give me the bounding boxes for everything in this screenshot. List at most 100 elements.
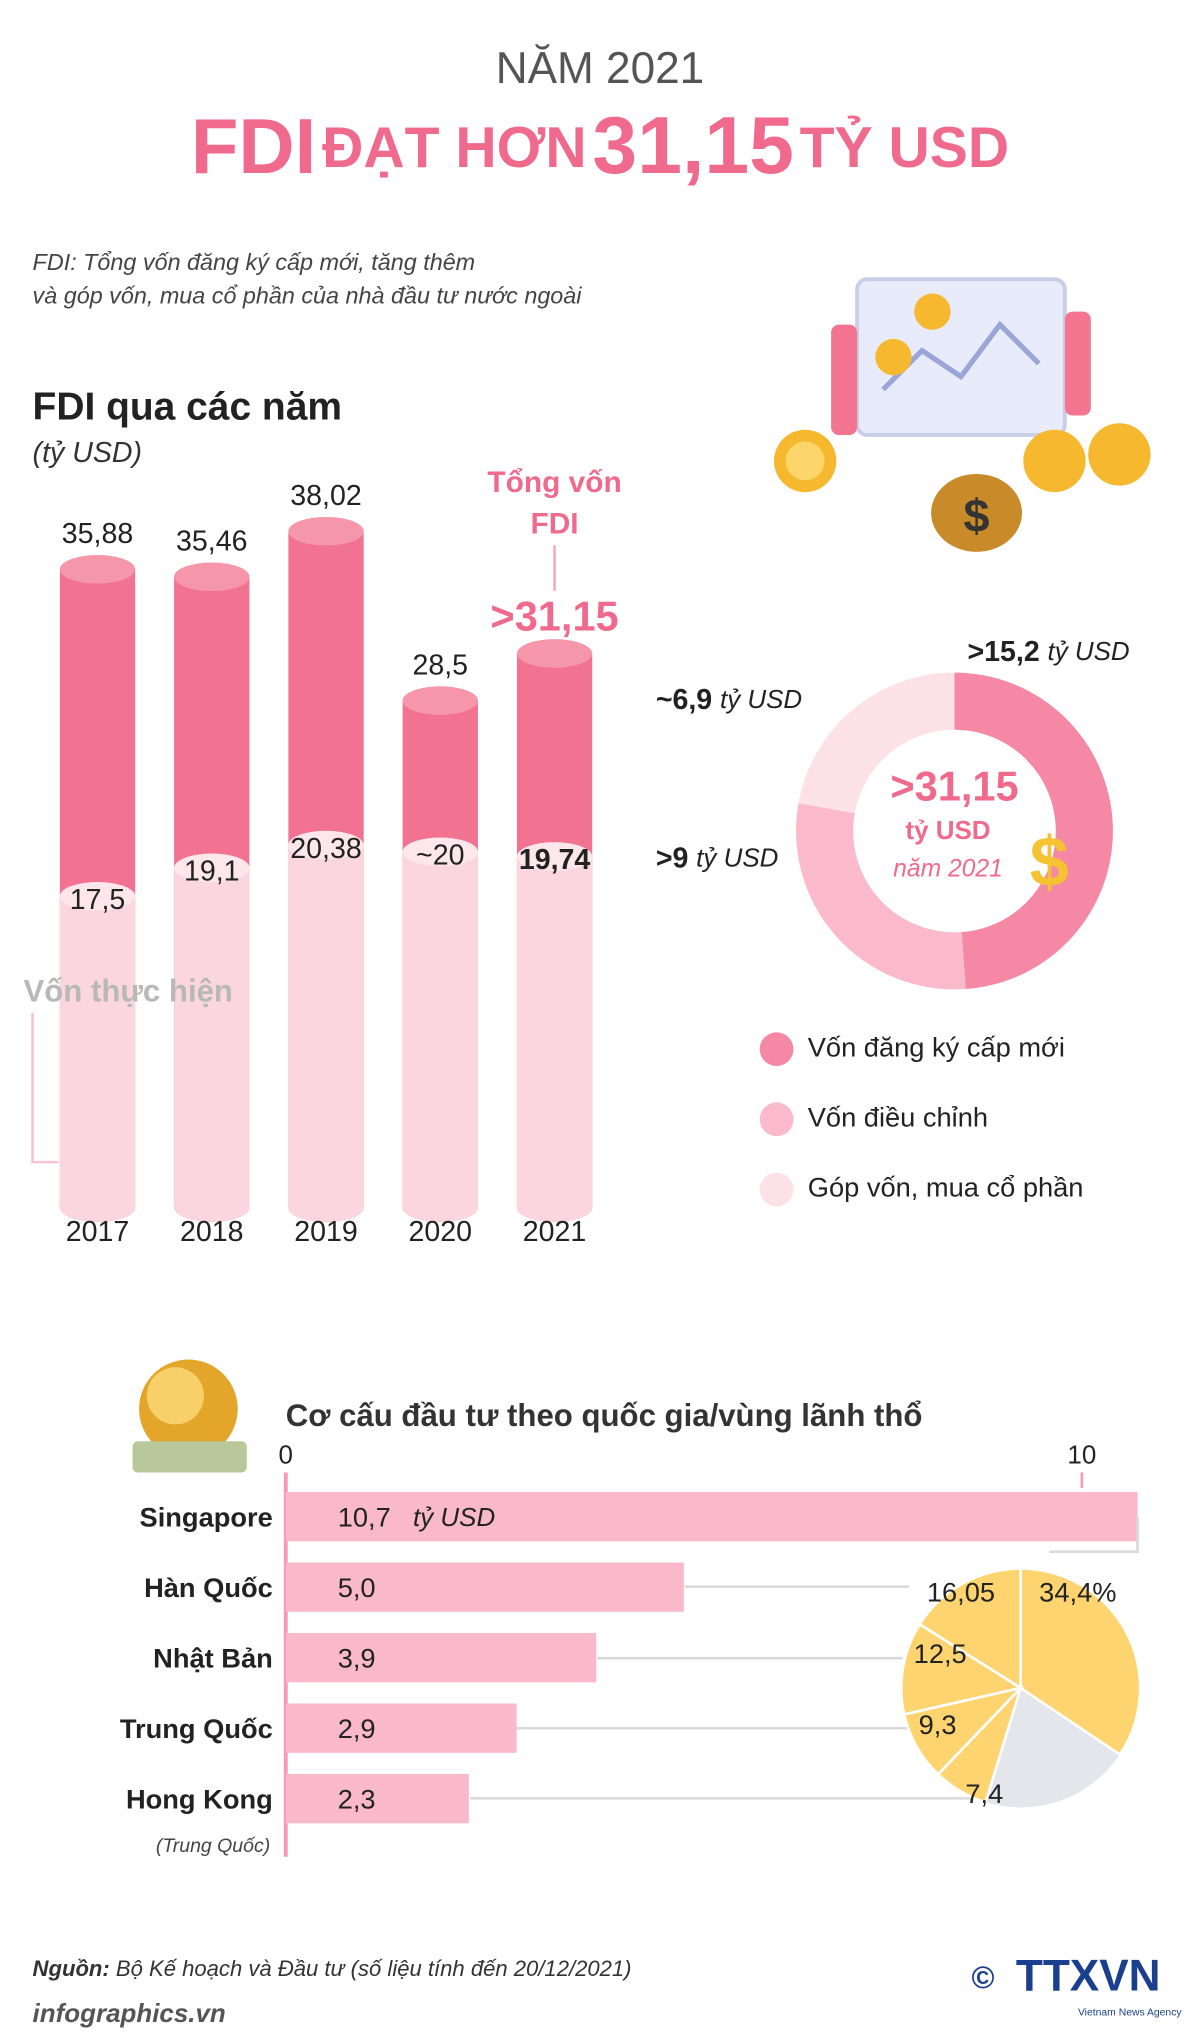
title-part: FDI — [191, 101, 316, 189]
leader-line — [470, 1778, 976, 1800]
series-name-box: Tổng vốn FDI — [487, 464, 622, 541]
segment-unit: tỷ USD — [720, 684, 802, 714]
bar — [285, 1703, 517, 1753]
value-label: 17,5 — [70, 884, 126, 916]
agency-sub: Vietnam News Agency — [1078, 2007, 1182, 2018]
series-name: Vốn thực hiện — [23, 974, 233, 1009]
donut-segment — [798, 672, 955, 814]
center-unit: tỷ USD — [905, 815, 990, 845]
value-label: 2,3 — [338, 1783, 376, 1814]
x-tick-label: 2020 — [409, 1216, 473, 1248]
chart-subtitle: (tỷ USD) — [33, 437, 142, 469]
chart-title: Cơ cấu đầu tư theo quốc gia/vùng lãnh th… — [286, 1398, 923, 1433]
slice-label: 7,4 — [965, 1778, 1003, 1809]
value-label: 10,7 — [338, 1501, 391, 1532]
category-label: Trung Quốc — [120, 1713, 273, 1744]
bar-cap — [402, 686, 478, 715]
legend-swatch — [759, 1102, 794, 1137]
bar — [288, 845, 364, 1208]
legend-label: Góp vốn, mua cổ phần — [808, 1172, 1084, 1203]
bar — [516, 856, 593, 1208]
site: infographics.vn — [33, 1998, 226, 2028]
globe-icon — [132, 1359, 247, 1473]
segment-label: >9 tỷ USD — [656, 842, 779, 874]
donut-segment — [796, 803, 966, 990]
segment-value: ~6,9 — [656, 684, 712, 716]
bar — [402, 851, 478, 1208]
bar-cap — [288, 516, 364, 546]
legend-label: Vốn điều chỉnh — [808, 1101, 988, 1132]
segment-value: >15,2 — [967, 636, 1039, 668]
segment-unit: tỷ USD — [696, 842, 778, 872]
source-label: Nguồn: — [33, 1956, 110, 1981]
leader-line — [1049, 1516, 1139, 1553]
value-unit: tỷ USD — [413, 1502, 495, 1532]
bar-cap — [174, 562, 250, 592]
kicker: NĂM 2021 — [496, 44, 704, 93]
segment-unit: tỷ USD — [1047, 636, 1129, 666]
bar — [59, 896, 136, 1208]
category-note: (Trung Quốc) — [156, 1835, 270, 1857]
value-label: 35,46 — [176, 526, 247, 558]
value-label: 19,74 — [519, 844, 591, 876]
category-label: Hàn Quốc — [144, 1572, 273, 1603]
value-label: 20,38 — [290, 833, 361, 865]
slice-label: 16,05 — [927, 1577, 995, 1608]
pie-slice — [1019, 1567, 1142, 1757]
legend-swatch — [759, 1032, 794, 1067]
svg-text:$: $ — [964, 490, 990, 542]
legend-label: Vốn đăng ký cấp mới — [808, 1031, 1065, 1062]
slice-label: 9,3 — [919, 1709, 957, 1740]
value-label: 28,5 — [413, 649, 469, 681]
x-tick-label: 10 — [1067, 1440, 1096, 1470]
bar — [174, 867, 250, 1208]
bar-cap — [516, 842, 593, 871]
source-text: Bộ Kế hoạch và Đầu tư (số liệu tính đến … — [116, 1956, 632, 1981]
dollar-icon: $ — [1030, 823, 1069, 901]
illustration: $ — [773, 277, 1151, 552]
pie-slice — [936, 1687, 1022, 1804]
value-label: >31,15 — [490, 593, 618, 640]
legend-swatch — [759, 1172, 794, 1207]
value-label: 38,02 — [290, 480, 361, 512]
note-line: và góp vốn, mua cổ phần của nhà đầu tư n… — [33, 283, 583, 309]
x-tick-label: 2021 — [523, 1216, 587, 1248]
value-label: 19,1 — [184, 856, 240, 888]
value-label: 2,9 — [338, 1713, 376, 1744]
bar-cap — [174, 853, 250, 883]
title-part: 31,15 — [592, 101, 793, 191]
slice-label: 34,4% — [1039, 1577, 1116, 1608]
bar — [285, 1562, 684, 1612]
copyright-icon: © — [972, 1960, 995, 1995]
bar — [285, 1632, 597, 1683]
category-label: Nhật Bản — [153, 1642, 273, 1673]
x-tick-label: 2018 — [180, 1216, 244, 1248]
value-label: 35,88 — [62, 518, 133, 550]
segment-label: >15,2 tỷ USD — [967, 636, 1129, 668]
title-part: ĐẠT HƠN — [322, 116, 587, 180]
bar-cap — [288, 830, 364, 860]
x-tick-label: 0 — [279, 1440, 293, 1470]
main-title: FDI ĐẠT HƠN 31,15 TỶ USD — [191, 101, 1009, 191]
chart-title: FDI qua các năm — [33, 385, 342, 428]
note-line: FDI: Tổng vốn đăng ký cấp mới, tăng thêm — [33, 249, 476, 275]
bar-cap — [516, 639, 593, 668]
title-part: TỶ USD — [800, 115, 1009, 180]
bar — [285, 1491, 1138, 1542]
center-note: năm 2021 — [893, 855, 1003, 882]
pie-slice — [917, 1567, 1023, 1691]
category-label: Hong Kong — [126, 1783, 273, 1814]
x-tick-label: 2019 — [294, 1216, 358, 1248]
source: Nguồn: Bộ Kế hoạch và Đầu tư (số liệu tí… — [33, 1956, 632, 1981]
slice-label: 12,5 — [914, 1638, 967, 1669]
value-label: 5,0 — [338, 1572, 376, 1603]
center-value: >31,15 — [890, 762, 1018, 809]
pie-slice — [899, 1622, 1025, 1716]
agency: TTXVN — [1016, 1952, 1161, 2001]
annotation-line — [31, 1012, 59, 1164]
segment-value: >9 — [656, 842, 689, 874]
series-name: Tổng vốn FDI — [487, 464, 622, 541]
donut-segment — [954, 672, 1113, 990]
bar-cap — [402, 837, 478, 867]
